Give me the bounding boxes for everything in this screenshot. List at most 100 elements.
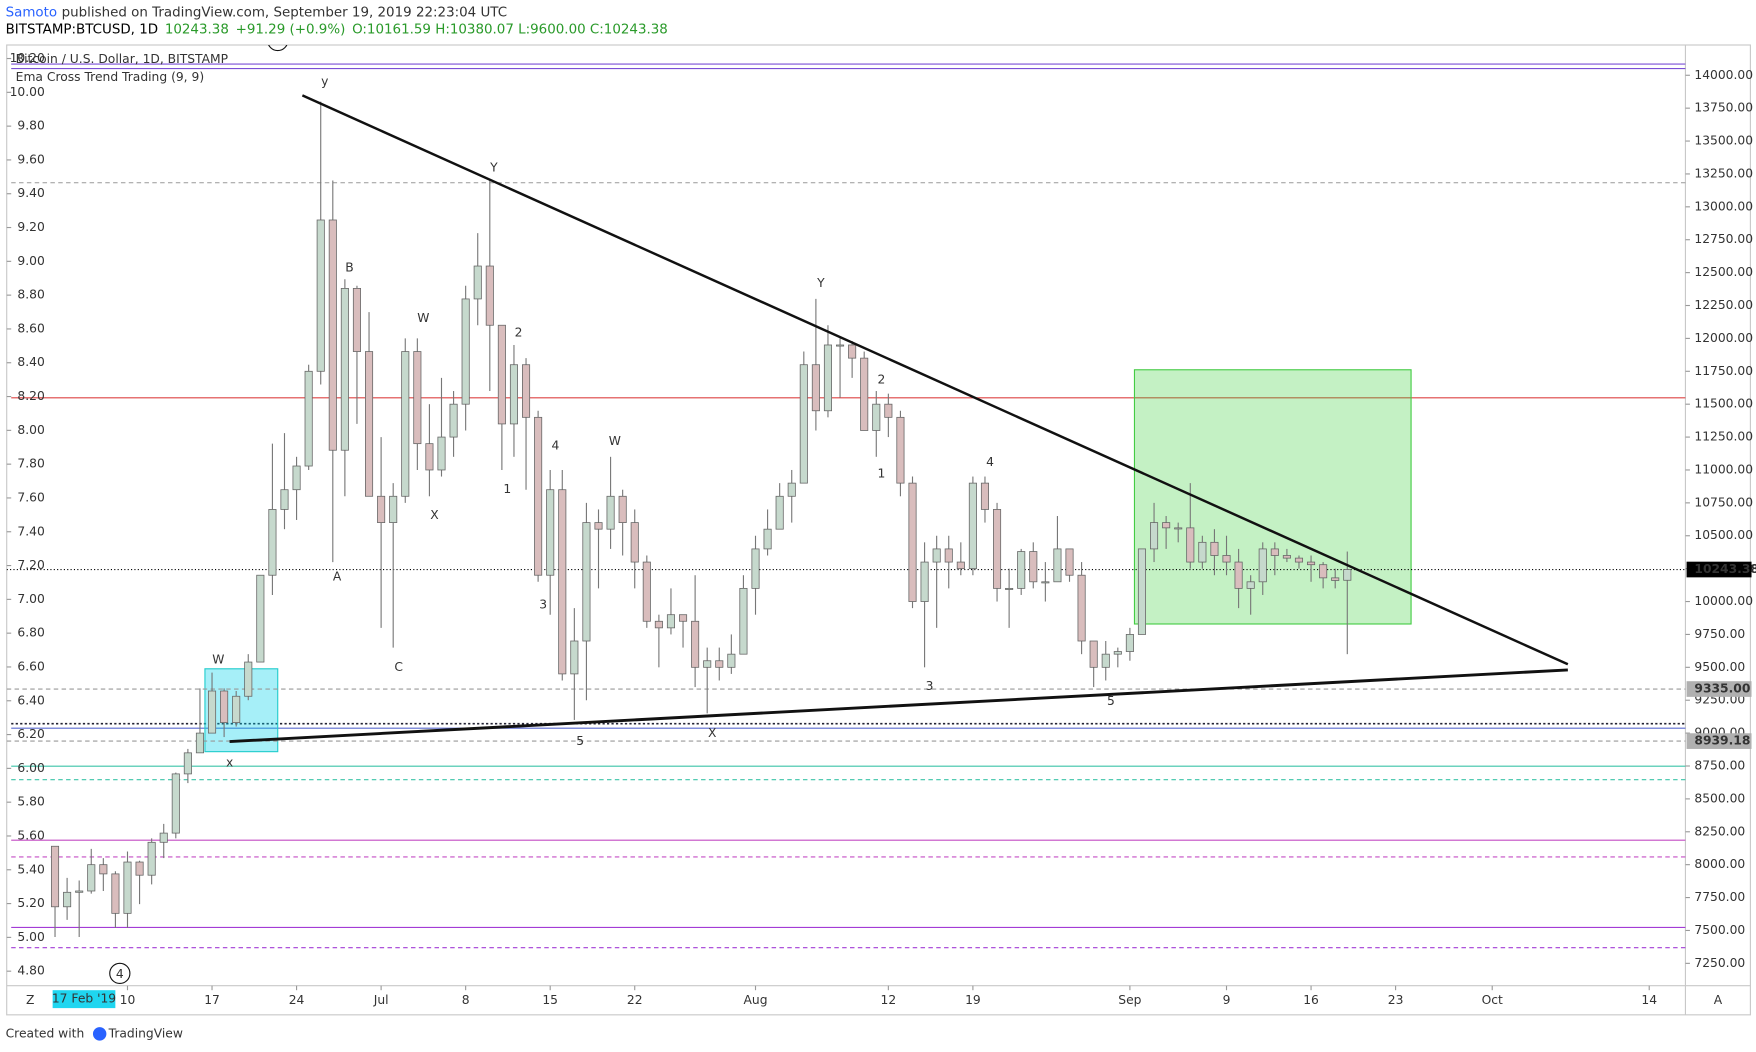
candle-body (1125, 634, 1134, 652)
x-tick-label: 8 (462, 993, 470, 1007)
candle-body (1137, 548, 1147, 635)
zoom-button[interactable]: Z (26, 993, 34, 1007)
y2-tick-label: 5.60 (17, 828, 44, 842)
candle-body (75, 890, 84, 893)
candle-body (1101, 653, 1110, 668)
candle-body (485, 265, 494, 326)
y2-tick-label: 6.40 (17, 693, 44, 707)
y2-tick-label: 9.20 (17, 220, 44, 234)
cursor-date: 17 Feb '19 (52, 992, 116, 1006)
candle-body (968, 482, 977, 570)
wave-label: 2 (877, 372, 885, 386)
candle-body (1222, 555, 1231, 563)
candle-body (1077, 574, 1086, 642)
candle-body (654, 620, 663, 629)
candle-body (618, 495, 627, 523)
price-label: 9335.00 (1694, 682, 1750, 696)
wave-label: W (212, 652, 224, 666)
price-label-box (1686, 681, 1752, 697)
candle-body (811, 364, 820, 412)
candle-body (449, 403, 458, 438)
y-tick-label: 9750.00 (1694, 627, 1745, 641)
candle-body (872, 403, 881, 431)
candle-body (956, 561, 965, 570)
y-tick-label: 11000.00 (1694, 462, 1753, 476)
y-tick-label: 13000.00 (1694, 199, 1753, 213)
candle-body (642, 561, 651, 622)
candle-body (848, 344, 857, 359)
y2-tick-label: 6.80 (17, 626, 44, 640)
change: +91.29 (+0.9%) (236, 22, 346, 37)
candle-body (207, 690, 217, 734)
candle-body (280, 489, 289, 510)
x-tick-label: Jul (373, 993, 389, 1007)
y2-tick-label: 9.00 (17, 254, 44, 268)
trendline (301, 94, 1569, 666)
candle-body (980, 482, 990, 510)
candle-body (908, 482, 917, 602)
y-tick-label: 9500.00 (1694, 660, 1745, 674)
candles (50, 101, 1352, 938)
y-tick-label: 14000.00 (1694, 68, 1753, 82)
wave-label: A (333, 569, 342, 583)
y2-tick-label: 6.20 (17, 727, 44, 741)
candle-body (401, 351, 410, 497)
x-tick-label: 9 (1223, 993, 1231, 1007)
y2-tick-label: 8.60 (17, 321, 44, 335)
candle-body (159, 832, 168, 843)
candle-body (135, 861, 144, 876)
candle-body (1258, 548, 1267, 583)
candle-body (63, 891, 72, 908)
candle-body (630, 522, 639, 563)
wave-label: y (321, 74, 328, 88)
circle-label: 5 (274, 34, 282, 48)
price-label-box (1686, 561, 1752, 578)
x-tick-label: 19 (965, 993, 981, 1007)
wave-label: x (226, 755, 233, 769)
candle-body (1065, 548, 1074, 576)
candle-body (232, 695, 241, 723)
candle-body (413, 351, 422, 445)
y-tick-label: 12000.00 (1694, 331, 1753, 345)
y2-tick-label: 8.20 (17, 389, 44, 403)
candle-body (220, 690, 229, 723)
candle-body (860, 357, 869, 431)
y2-tick-label: 9.40 (17, 186, 44, 200)
candle-body (389, 495, 398, 523)
candle-body (1162, 522, 1171, 529)
wave-label: Y (816, 276, 825, 290)
candle-body (365, 351, 374, 497)
x-tick-label: 12 (881, 993, 897, 1007)
y-tick-label: 8500.00 (1694, 791, 1745, 805)
author[interactable]: Samoto (6, 6, 58, 21)
wave-label: 5 (576, 734, 584, 748)
circle-label: 4 (116, 967, 124, 981)
candle-body (1041, 581, 1050, 584)
candle-body (425, 443, 434, 471)
brand[interactable]: TradingView (108, 1026, 183, 1040)
y-tick-label: 7500.00 (1694, 923, 1745, 937)
y2-tick-label: 6.60 (17, 659, 44, 673)
wave-label: W (609, 434, 621, 448)
candle-body (944, 548, 953, 563)
candle-body (1029, 551, 1038, 583)
x-tick-label: 16 (1303, 993, 1319, 1007)
candle-body (606, 495, 615, 530)
candle-body (244, 661, 253, 697)
annotations: y B A C W X Y 2 1 4 3 W 5 X Y 2 1 4 3 5 … (109, 34, 1569, 985)
y2-tick-label: 8.80 (17, 288, 44, 302)
wave-label: B (345, 260, 353, 274)
header-line: Samoto published on TradingView.com, Sept… (6, 6, 508, 21)
auto-scale-button[interactable]: A (1714, 993, 1723, 1007)
candle-body (1053, 548, 1062, 583)
candle-body (1005, 587, 1014, 590)
candle-body (147, 841, 156, 876)
candle-body (558, 489, 567, 675)
y-tick-label: 11750.00 (1694, 364, 1753, 378)
wave-label: 1 (877, 466, 885, 480)
y2-tick-label: 8.40 (17, 355, 44, 369)
candle-body (751, 548, 760, 589)
y-tick-label: 8250.00 (1694, 824, 1745, 838)
